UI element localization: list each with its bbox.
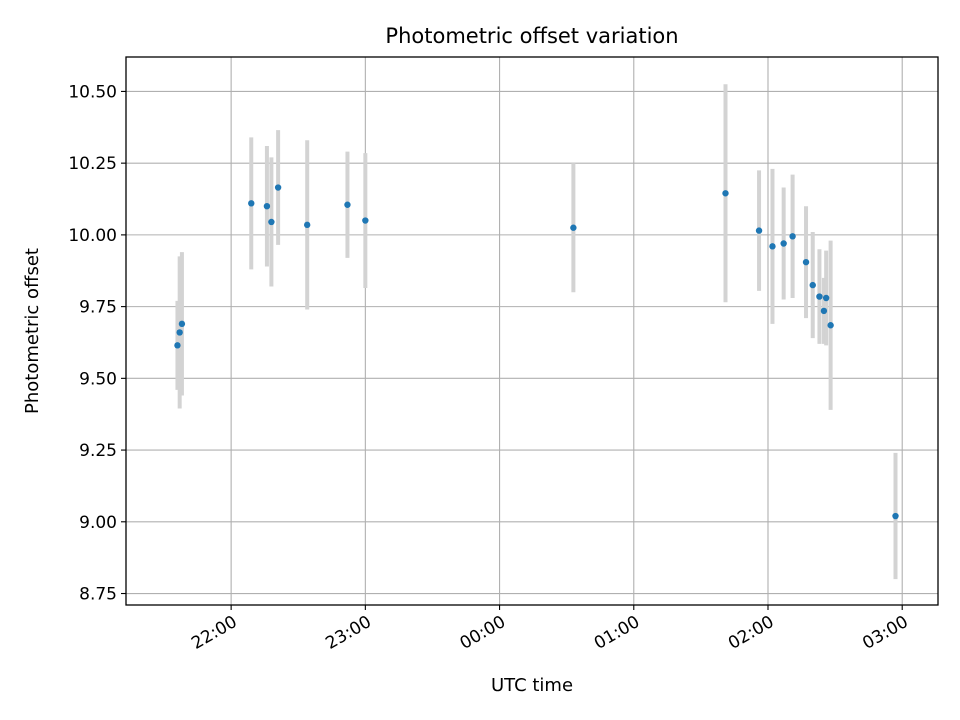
data-point [344, 201, 351, 208]
data-point [827, 322, 834, 329]
data-point [174, 342, 181, 349]
data-point [263, 202, 271, 210]
y-tick-label: 10.50 [68, 82, 117, 102]
y-tick-label: 8.75 [79, 585, 117, 605]
data-point [570, 224, 577, 231]
chart-title: Photometric offset variation [385, 24, 678, 48]
data-points [174, 184, 899, 520]
y-tick-label: 10.25 [68, 154, 117, 174]
data-point [248, 200, 255, 207]
data-point [274, 184, 282, 191]
data-point [892, 512, 899, 520]
data-point [809, 281, 816, 289]
y-tick-label: 10.00 [68, 226, 117, 246]
data-point [802, 258, 810, 266]
y-tick-label: 9.00 [79, 513, 117, 533]
data-point [769, 243, 776, 250]
grid [126, 57, 938, 605]
data-point [755, 227, 763, 234]
y-tick-label: 9.50 [79, 369, 117, 389]
data-point [789, 233, 796, 240]
y-tick-label: 9.75 [79, 298, 117, 318]
x-axis-label: UTC time [491, 675, 573, 696]
data-point [780, 240, 787, 247]
y-axis: 8.75 9.00 9.25 9.50 9.75 10.00 10.25 10.50 [68, 82, 126, 605]
data-point [816, 293, 823, 300]
data-point [820, 307, 828, 315]
data-point [362, 217, 369, 224]
data-point [176, 329, 183, 336]
data-point [303, 221, 311, 229]
data-point [268, 218, 275, 226]
y-tick-label: 9.25 [79, 441, 117, 461]
y-axis-label: Photometric offset [22, 248, 43, 414]
data-point [822, 294, 830, 302]
plot-frame [125, 56, 939, 606]
data-point [722, 190, 729, 197]
data-point [178, 320, 186, 328]
